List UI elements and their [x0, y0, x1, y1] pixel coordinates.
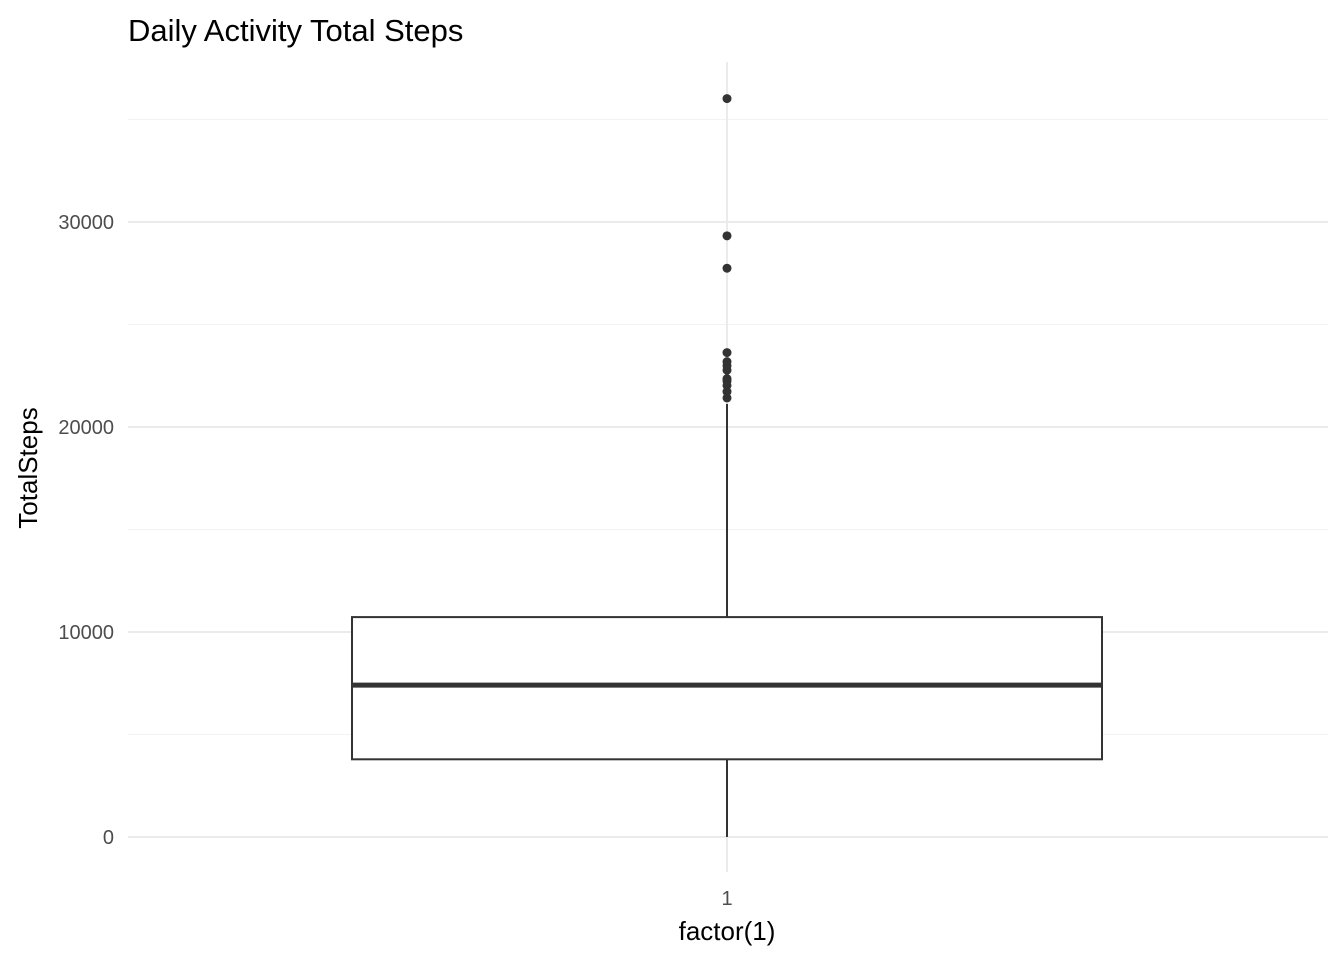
x-tick-label: 1 [721, 888, 732, 910]
outlier-point [722, 365, 732, 375]
x-axis-title: factor(1) [679, 916, 776, 946]
outlier-point [722, 348, 732, 358]
y-tick-label: 20000 [58, 417, 114, 439]
y-tick-label: 30000 [58, 212, 114, 234]
outlier-point [722, 263, 732, 273]
outlier-point [722, 393, 732, 403]
box-plot [351, 94, 1103, 837]
outlier-point [722, 94, 732, 104]
y-tick-label: 0 [103, 827, 114, 849]
outlier-point [722, 387, 732, 397]
outlier-point [722, 231, 732, 241]
y-axis-tick-labels: 0 10000 20000 30000 [58, 212, 114, 849]
y-tick-label: 10000 [58, 622, 114, 644]
chart-title: Daily Activity Total Steps [128, 13, 463, 48]
y-axis-title: TotalSteps [13, 407, 43, 528]
outlier-points [722, 94, 732, 403]
interquartile-box [351, 616, 1103, 761]
x-axis-tick-labels: 1 [721, 888, 732, 910]
